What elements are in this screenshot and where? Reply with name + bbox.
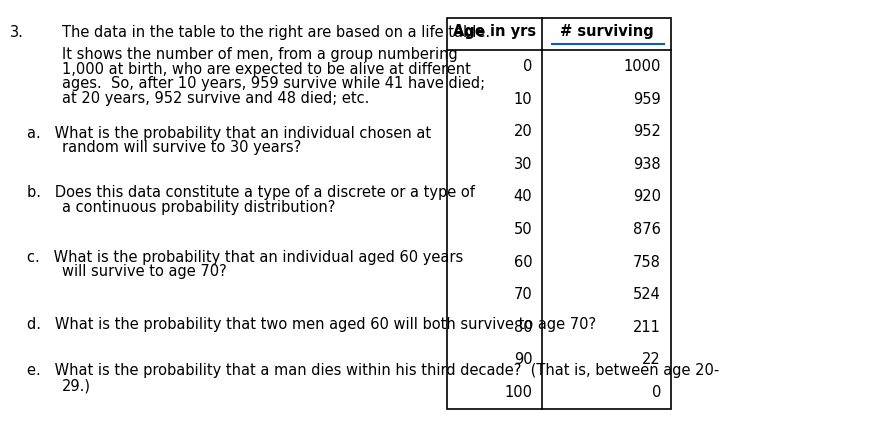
Text: 30: 30 — [514, 157, 532, 172]
Text: 920: 920 — [633, 190, 660, 204]
Text: 524: 524 — [633, 287, 660, 302]
Text: 959: 959 — [633, 92, 660, 107]
Text: 211: 211 — [633, 320, 660, 334]
Text: 3.: 3. — [10, 25, 23, 40]
Text: e.   What is the probability that a man dies within his third decade?  (That is,: e. What is the probability that a man di… — [27, 363, 718, 379]
Text: b.   Does this data constitute a type of a discrete or a type of: b. Does this data constitute a type of a… — [27, 185, 474, 200]
Text: 10: 10 — [513, 92, 532, 107]
Text: 876: 876 — [633, 222, 660, 237]
Text: 952: 952 — [633, 124, 660, 139]
Text: 938: 938 — [633, 157, 660, 172]
Text: It shows the number of men, from a group numbering: It shows the number of men, from a group… — [63, 47, 457, 62]
Text: random will survive to 30 years?: random will survive to 30 years? — [63, 140, 302, 156]
Bar — [447, 18, 670, 409]
Text: 29.): 29.) — [63, 378, 91, 393]
Text: 100: 100 — [504, 385, 532, 400]
Text: a.   What is the probability that an individual chosen at: a. What is the probability that an indiv… — [27, 126, 430, 141]
Text: 758: 758 — [633, 255, 660, 269]
Text: c.   What is the probability that an individual aged 60 years: c. What is the probability that an indiv… — [27, 250, 462, 265]
Text: at 20 years, 952 survive and 48 died; etc.: at 20 years, 952 survive and 48 died; et… — [63, 91, 369, 106]
Text: 1,000 at birth, who are expected to be alive at different: 1,000 at birth, who are expected to be a… — [63, 62, 471, 77]
Text: will survive to age 70?: will survive to age 70? — [63, 264, 227, 280]
Text: 0: 0 — [651, 385, 660, 400]
Text: 80: 80 — [513, 320, 532, 334]
Text: 90: 90 — [513, 352, 532, 367]
Text: 60: 60 — [513, 255, 532, 269]
Text: 70: 70 — [513, 287, 532, 302]
Text: d.   What is the probability that two men aged 60 will both survive to age 70?: d. What is the probability that two men … — [27, 317, 595, 332]
Text: 0: 0 — [522, 59, 532, 74]
Text: Age in yrs: Age in yrs — [453, 25, 535, 39]
Text: a continuous probability distribution?: a continuous probability distribution? — [63, 200, 335, 215]
Text: The data in the table to the right are based on a life table.: The data in the table to the right are b… — [63, 25, 490, 40]
Text: 1000: 1000 — [623, 59, 660, 74]
Text: 50: 50 — [513, 222, 532, 237]
Text: 40: 40 — [513, 190, 532, 204]
Text: # surviving: # surviving — [559, 25, 653, 39]
Text: ages.  So, after 10 years, 959 survive while 41 have died;: ages. So, after 10 years, 959 survive wh… — [63, 76, 485, 91]
Text: 20: 20 — [513, 124, 532, 139]
Text: 22: 22 — [641, 352, 660, 367]
